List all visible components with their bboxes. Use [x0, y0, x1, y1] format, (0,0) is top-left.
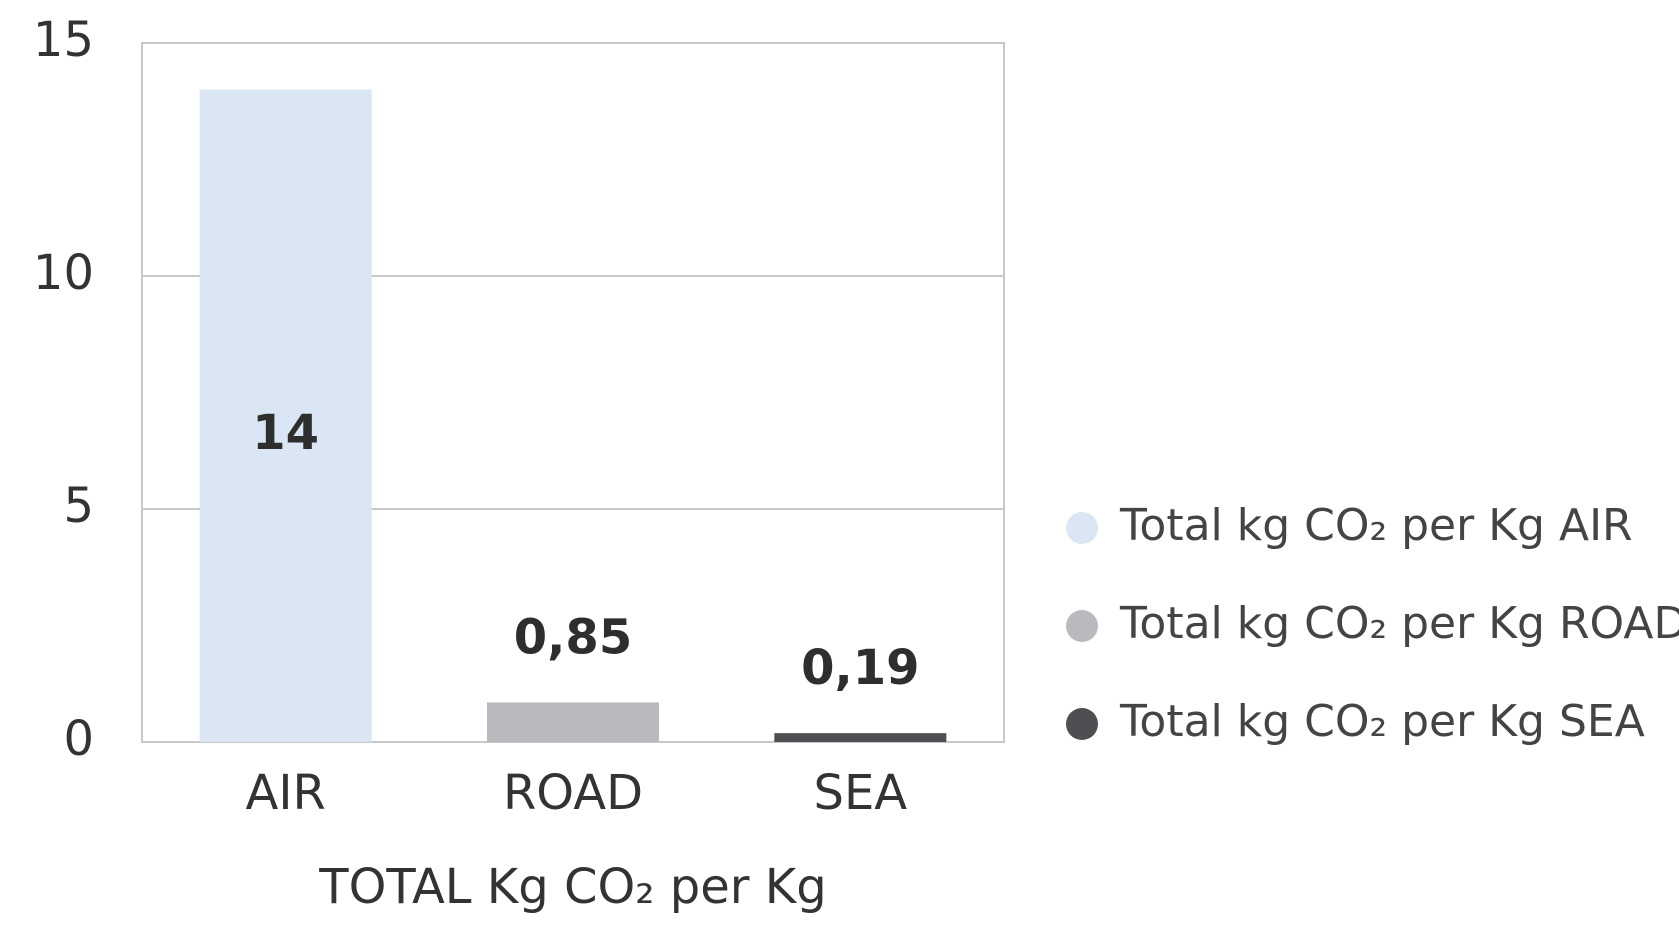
legend-marker [1066, 708, 1098, 740]
y-tick-label: 10 [33, 245, 94, 301]
legend-label: Total kg CO₂ per Kg SEA [1119, 696, 1645, 747]
y-tick-label: 15 [33, 12, 94, 68]
x-tick-label: ROAD [503, 765, 643, 821]
x-axis-label: TOTAL Kg CO₂ per Kg [318, 859, 826, 915]
x-tick-label: AIR [245, 765, 325, 821]
legend-marker [1066, 512, 1098, 544]
y-tick-label: 5 [63, 478, 94, 534]
legend-label: Total kg CO₂ per Kg AIR [1119, 500, 1633, 551]
legend-label: Total kg CO₂ per Kg ROAD [1119, 598, 1679, 649]
bar [199, 89, 372, 743]
data-label: 0,85 [514, 609, 632, 665]
data-label: 0,19 [801, 640, 919, 696]
y-tick-label: 0 [63, 711, 94, 767]
bar [774, 733, 947, 742]
bar [487, 702, 659, 742]
data-label: 14 [252, 405, 319, 461]
x-tick-label: SEA [814, 765, 908, 821]
legend-marker [1066, 610, 1098, 642]
